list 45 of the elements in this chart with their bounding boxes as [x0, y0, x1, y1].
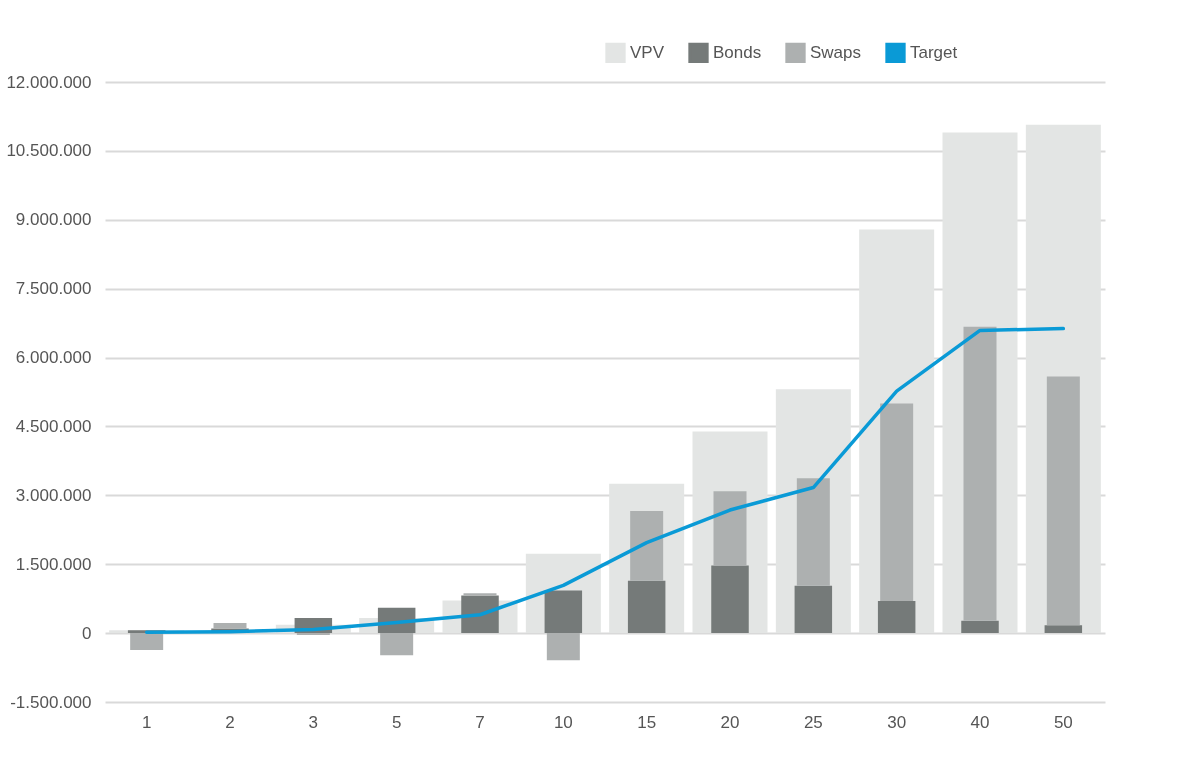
bar [963, 326, 997, 621]
x-tick-label: 40 [970, 712, 990, 732]
y-tick-label: 12.000.000 [6, 72, 92, 92]
bar [711, 565, 749, 634]
bar [796, 478, 830, 586]
bar [546, 633, 580, 661]
y-tick-label: 0 [82, 623, 92, 643]
bar [213, 623, 247, 629]
legend-label: VPV [630, 42, 665, 62]
y-tick-label: 7.500.000 [15, 279, 92, 299]
x-tick-label: 15 [637, 712, 657, 732]
bar [630, 510, 664, 581]
y-tick-label: 4.500.000 [15, 416, 92, 436]
bar [877, 600, 916, 634]
line-series [144, 326, 1066, 634]
x-tick-label: 2 [225, 712, 235, 732]
y-tick-label: 9.000.000 [15, 210, 92, 230]
bar [713, 491, 747, 566]
y-tick-label: 3.000.000 [15, 485, 92, 505]
bar [461, 595, 499, 634]
x-tick-label: 50 [1053, 712, 1073, 732]
bar [880, 403, 914, 601]
legend-label: Swaps [810, 42, 862, 62]
y-tick-label: 10.500.000 [6, 141, 92, 161]
bar [1044, 625, 1083, 634]
x-tick-label: 3 [308, 712, 319, 732]
bar [380, 633, 414, 656]
bar [130, 633, 164, 651]
bar [1046, 376, 1080, 626]
x-tick-label: 1 [141, 712, 152, 732]
x-tick-label: 7 [475, 712, 485, 732]
x-tick-label: 5 [391, 712, 402, 732]
bar [794, 585, 833, 634]
y-tick-label: 6.000.000 [15, 348, 92, 368]
y-tick-label: 1.500.000 [15, 554, 92, 574]
x-tick-label: 30 [887, 712, 907, 732]
x-tick-label: 10 [553, 712, 573, 732]
x-tick-label: 20 [720, 712, 740, 732]
y-tick-label: -1.500.000 [10, 692, 92, 712]
legend-label: Bonds [713, 42, 762, 62]
legend-label: Target [910, 42, 958, 62]
bar [544, 590, 583, 634]
bar [961, 620, 999, 634]
x-tick-label: 25 [803, 712, 823, 732]
bar [627, 580, 666, 634]
